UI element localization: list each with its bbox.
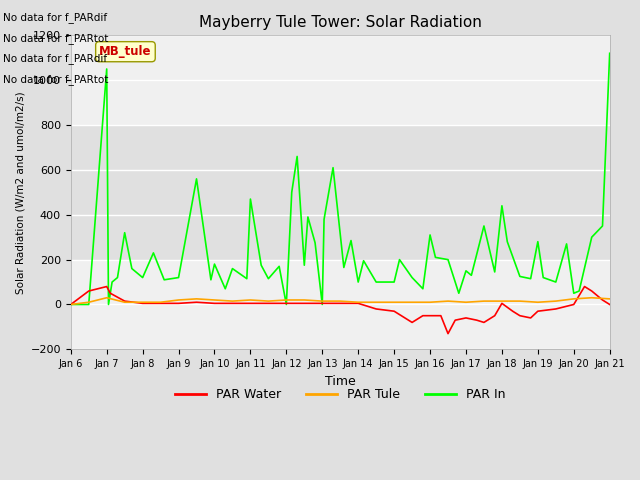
Title: Mayberry Tule Tower: Solar Radiation: Mayberry Tule Tower: Solar Radiation — [199, 15, 482, 30]
Text: No data for f_PARdif: No data for f_PARdif — [3, 53, 108, 64]
Text: No data for f_PARtot: No data for f_PARtot — [3, 33, 109, 44]
Bar — [71, 125, 610, 260]
Text: MB_tule: MB_tule — [99, 45, 152, 58]
Legend: PAR Water, PAR Tule, PAR In: PAR Water, PAR Tule, PAR In — [170, 383, 511, 406]
Y-axis label: Solar Radiation (W/m2 and umol/m2/s): Solar Radiation (W/m2 and umol/m2/s) — [15, 91, 25, 294]
Text: No data for f_PARdif: No data for f_PARdif — [3, 12, 108, 23]
Text: No data for f_PARtot: No data for f_PARtot — [3, 74, 109, 85]
X-axis label: Time: Time — [325, 374, 356, 388]
